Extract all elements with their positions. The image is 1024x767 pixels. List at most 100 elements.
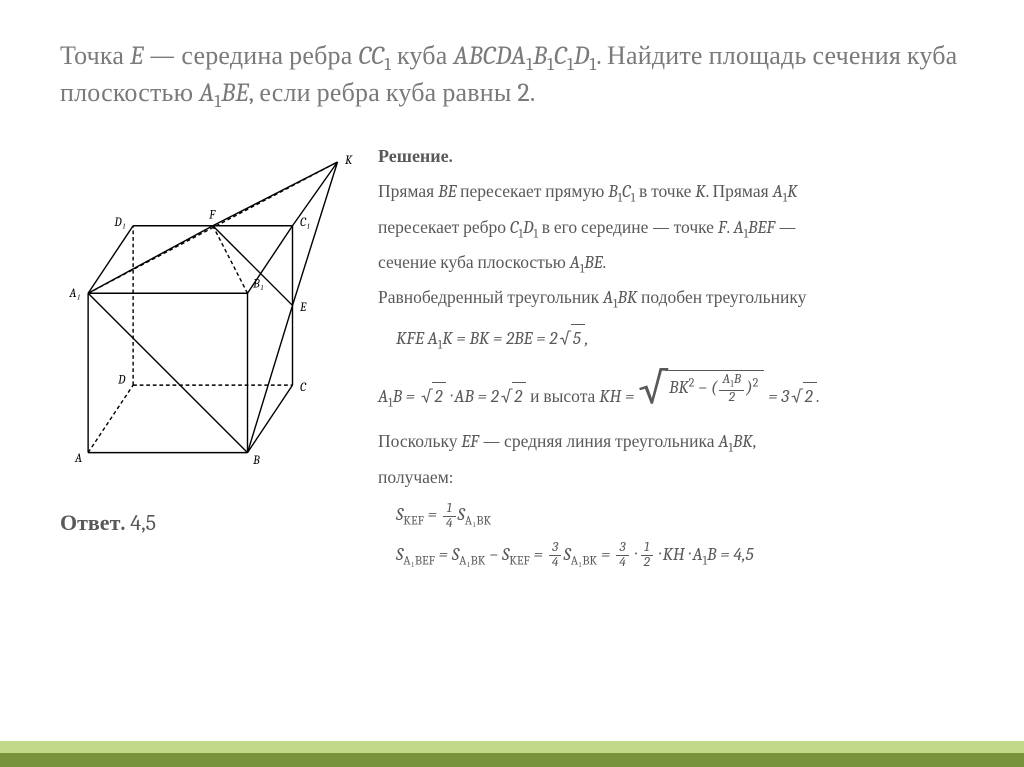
skef: KEF	[403, 515, 424, 529]
left-column: ABCDA₁B₁C₁D₁EFK Ответ. 4,5	[60, 142, 360, 580]
s2a: пересекает ребро	[378, 218, 510, 238]
solution-column: Решение. Прямая BE пересекает прямую B1C…	[378, 142, 964, 580]
t-a1be-a: A	[199, 78, 214, 108]
sol-line4: Равнобедренный треугольник A1BK подобен …	[378, 284, 964, 315]
svg-text:D: D	[117, 373, 126, 387]
f3n: 3	[616, 541, 629, 556]
s-A1BEF: A	[733, 218, 743, 238]
svg-text:B: B	[252, 454, 260, 468]
s1c: в точке	[635, 182, 695, 202]
svg-text:A₁: A₁	[68, 287, 80, 301]
slide: Точка E — середина ребра CC1 куба ABCDA1…	[0, 0, 1024, 580]
svg-text:C₁: C₁	[300, 215, 310, 229]
cube-diagram: A B C D A₁ B₁ C₁ D₁ E F K	[60, 142, 360, 482]
t-c1: C	[554, 41, 567, 71]
s1d: . Прямая	[706, 182, 773, 202]
eqs4: =	[597, 545, 614, 565]
svg-text:A: A	[74, 452, 82, 466]
t-cube: ABCDA	[453, 41, 526, 71]
sol-line7: Поскольку EF — средняя линия треугольник…	[378, 428, 964, 459]
t-E: E	[130, 41, 143, 71]
l6cd: · AB = 2	[446, 387, 498, 407]
sol-line3: сечение куба плоскостью A1BE.	[378, 249, 964, 280]
cd1: ·	[631, 545, 639, 565]
eqs2: =	[435, 545, 452, 565]
t-b1: B	[533, 41, 547, 71]
S2: S	[458, 505, 465, 525]
sqrt5: 5	[571, 324, 585, 355]
comma1: ,	[585, 329, 589, 349]
eqs3: =	[530, 545, 547, 565]
sqrt2b: 2	[512, 382, 526, 413]
f4d: 2	[641, 556, 653, 570]
svg-text:D₁: D₁	[113, 215, 126, 229]
s7c: ,	[753, 432, 757, 452]
f4n: 1	[641, 541, 653, 556]
sol-line2: пересекает ребро C1D1 в его середине — т…	[378, 214, 964, 245]
s3a: сечение куба плоскостью	[378, 253, 570, 273]
sa1bef: A₁BEF	[403, 554, 435, 568]
footer-bar-light	[0, 741, 1024, 753]
f2d: 4	[549, 556, 562, 570]
sol-line8: получаем:	[378, 464, 964, 494]
svg-text:C: C	[300, 380, 307, 394]
s-BEF: BEF	[748, 218, 775, 238]
t-cc1: CC	[358, 41, 384, 71]
t-p3: куба	[391, 41, 453, 71]
s-A1K: A	[773, 182, 783, 202]
s-dash: —	[775, 218, 796, 238]
footer-bar-dark	[0, 753, 1024, 767]
sqrt2a: 2	[432, 382, 446, 413]
content-row: ABCDA₁B₁C₁D₁EFK Ответ. 4,5 Решение. Прям…	[60, 142, 964, 580]
solution-head: Решение.	[378, 142, 964, 173]
S6: S	[563, 545, 570, 565]
f2n: 3	[549, 541, 562, 556]
s1a: Прямая	[378, 182, 438, 202]
footer-bars	[0, 741, 1024, 767]
khtxt: KH · A	[663, 545, 703, 565]
s4b: подобен треугольнику	[637, 288, 806, 308]
problem-title: Точка E — середина ребра CC1 куба ABCDA1…	[60, 40, 964, 114]
f3d: 4	[616, 556, 629, 570]
svg-text:F: F	[208, 208, 216, 222]
KH: KH	[599, 387, 621, 407]
sol-eq2: A1B = 2 · AB = 22 и высота KH = √BK2 − (…	[378, 370, 964, 415]
dot1: .	[817, 387, 820, 407]
l6eq: B =	[393, 387, 419, 407]
sol-eq1: KFE A1K = BK = 2BE = 25,	[396, 324, 964, 356]
eqs1: =	[424, 505, 441, 525]
S4: S	[452, 545, 459, 565]
sa1bk3: A₁BK	[571, 554, 597, 568]
svg-text:B₁: B₁	[252, 277, 264, 291]
t-d1: D	[574, 41, 590, 71]
eq1m: K = BK = 2BE = 2	[442, 329, 557, 349]
f1n: 1	[443, 502, 456, 517]
s7b: — средняя линия треугольника	[479, 432, 718, 452]
svg-text:E: E	[299, 301, 307, 315]
s3b: .	[603, 253, 607, 273]
eq1l: A	[428, 329, 438, 349]
s-BK: BK	[618, 288, 638, 308]
s7a: Поскольку	[378, 432, 461, 452]
s-A1BK: A	[603, 288, 613, 308]
t-p1: Точка	[60, 41, 130, 71]
s1b: пересекает прямую	[456, 182, 608, 202]
sol-eq3: SKEF = 14SA₁BK	[396, 501, 964, 532]
t-p5: , если ребра куба равны 2.	[249, 78, 536, 108]
s-K: K	[695, 182, 705, 202]
EF: EF	[461, 432, 479, 452]
svg-text:K: K	[345, 154, 353, 168]
f1d: 4	[443, 517, 456, 531]
sqrt2c: 2	[803, 382, 817, 413]
answer-value: 4,5	[125, 510, 156, 536]
s-Ktxt: K	[787, 182, 797, 202]
sol-eq4: SA₁BEF = SA₁BK − SKEF = 34SA₁BK = 34 · 1…	[396, 541, 964, 572]
l6eq2: =	[621, 387, 638, 407]
s5a: KFE	[396, 329, 428, 349]
sa1bk2: A₁BK	[459, 554, 485, 568]
sa1bk: A₁BK	[465, 515, 491, 529]
l6a: A	[378, 387, 388, 407]
btxt: B = 4,5	[707, 545, 754, 565]
BK2: BK	[669, 378, 689, 398]
skef2: KEF	[509, 554, 530, 568]
